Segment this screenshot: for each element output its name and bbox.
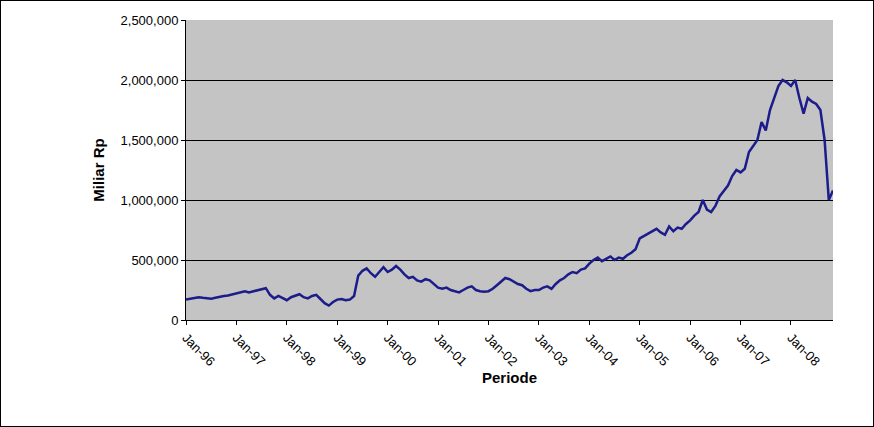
- svg-text:2,500,000: 2,500,000: [121, 13, 179, 28]
- svg-text:Jan-97: Jan-97: [230, 330, 269, 369]
- svg-text:500,000: 500,000: [131, 253, 178, 268]
- svg-text:Jan-01: Jan-01: [431, 330, 470, 369]
- svg-text:Jan-98: Jan-98: [280, 330, 319, 369]
- svg-text:Jan-00: Jan-00: [381, 330, 420, 369]
- svg-text:Jan-03: Jan-03: [532, 330, 571, 369]
- svg-text:Miliar Rp: Miliar Rp: [90, 138, 107, 201]
- svg-text:1,000,000: 1,000,000: [121, 193, 179, 208]
- svg-text:Jan-96: Jan-96: [179, 330, 218, 369]
- svg-text:Periode: Periode: [482, 369, 537, 386]
- svg-text:Jan-99: Jan-99: [331, 330, 370, 369]
- svg-text:Jan-02: Jan-02: [482, 330, 521, 369]
- svg-text:0: 0: [171, 313, 178, 328]
- svg-text:Jan-08: Jan-08: [784, 330, 823, 369]
- svg-text:Jan-07: Jan-07: [734, 330, 773, 369]
- svg-text:2,000,000: 2,000,000: [121, 73, 179, 88]
- svg-text:Jan-05: Jan-05: [633, 330, 672, 369]
- svg-text:1,500,000: 1,500,000: [121, 133, 179, 148]
- svg-text:Jan-04: Jan-04: [583, 330, 622, 369]
- svg-text:Jan-06: Jan-06: [683, 330, 722, 369]
